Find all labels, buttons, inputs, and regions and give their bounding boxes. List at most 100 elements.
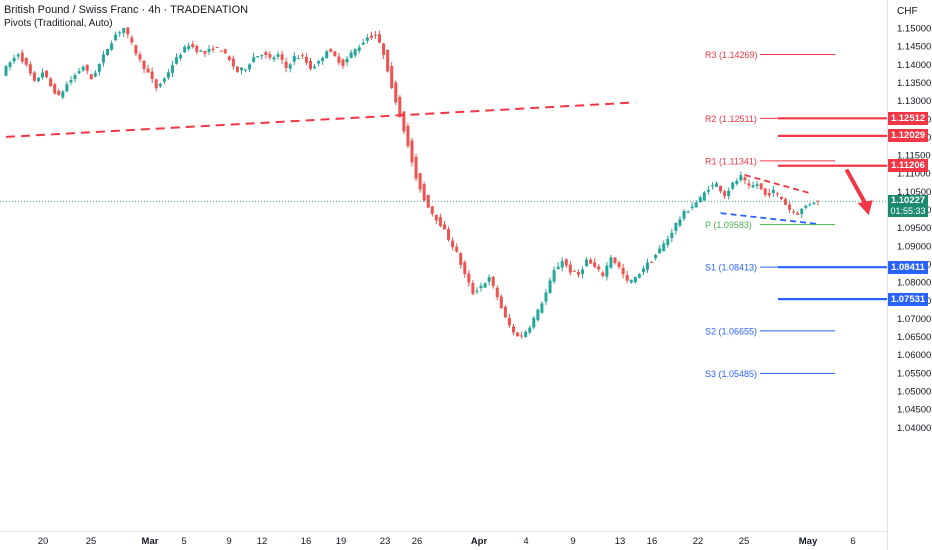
candle-body — [520, 335, 524, 337]
candle-body — [645, 262, 649, 270]
candle-body — [710, 185, 714, 187]
candle-body — [516, 332, 520, 337]
candle-body — [414, 156, 418, 179]
candle-body — [759, 183, 763, 190]
candle-body — [154, 79, 158, 89]
candle-body — [804, 205, 808, 208]
y-tick-label: 1.06000 — [897, 350, 931, 361]
candle-body — [442, 224, 446, 230]
candle-body — [166, 72, 170, 78]
x-tick-label: 4 — [523, 536, 528, 547]
candle-body — [93, 72, 97, 77]
candle-body — [755, 184, 759, 186]
candle-body — [743, 177, 747, 181]
candle-body — [751, 185, 755, 188]
candle-body — [313, 66, 317, 69]
y-tick-label: 1.09500 — [897, 223, 931, 234]
candle-body — [195, 45, 199, 52]
candle-body — [179, 54, 183, 59]
candle-body — [654, 254, 658, 259]
channel-top-line — [744, 174, 811, 195]
candle-body — [227, 56, 231, 60]
candle-body — [106, 48, 109, 55]
candle-body — [771, 189, 775, 193]
candle-body — [471, 283, 475, 294]
candle-body — [122, 28, 126, 33]
candle-body — [552, 270, 556, 282]
candle-body — [219, 50, 223, 52]
candle-body — [451, 240, 455, 248]
y-tick-label: 1.07000 — [897, 314, 931, 325]
candle-body — [706, 189, 710, 192]
candle-body — [808, 204, 812, 206]
candle-body — [321, 57, 325, 61]
candle-body — [670, 232, 674, 238]
candle-body — [369, 35, 373, 38]
candle-body — [65, 84, 69, 92]
candle-body — [85, 64, 89, 71]
candle-body — [637, 274, 641, 278]
candle-body — [674, 223, 678, 231]
candle-body — [479, 285, 483, 288]
candle-body — [792, 211, 796, 213]
candle-body — [284, 61, 288, 68]
candle-body — [183, 46, 187, 53]
chart-title[interactable]: British Pound / Swiss Franc · 4h · TRADE… — [4, 4, 249, 16]
candle-body — [560, 261, 564, 268]
candle-body — [633, 276, 637, 283]
candle-body — [698, 197, 702, 203]
candle-body — [280, 54, 284, 60]
candle-body — [540, 303, 544, 313]
price-axis-separator — [887, 0, 888, 550]
candle-body — [207, 48, 211, 53]
candle-body — [609, 257, 613, 268]
candle-body — [187, 45, 191, 50]
candle-body — [625, 275, 629, 281]
candle-body — [288, 64, 292, 69]
x-tick-label: 26 — [412, 536, 423, 547]
candle-body — [101, 54, 105, 63]
candle-body — [49, 78, 53, 87]
candle-body — [434, 214, 438, 221]
candle-body — [775, 193, 779, 195]
y-tick-label: 1.05500 — [897, 368, 931, 379]
candle-body — [641, 268, 645, 272]
candle-body — [81, 66, 85, 71]
candle-body — [678, 219, 682, 226]
candle-body — [455, 246, 459, 252]
candle-body — [593, 262, 597, 267]
candle-body — [61, 91, 65, 98]
y-tick-label: 1.13000 — [897, 96, 931, 107]
x-tick-label: 16 — [647, 536, 658, 547]
current-price-badge: 1.10227 01:55:33 — [888, 195, 928, 218]
candle-body — [276, 54, 280, 57]
candle-body — [130, 37, 134, 43]
candle-body — [426, 194, 430, 208]
indicator-label[interactable]: Pivots (Traditional, Auto) — [4, 18, 113, 29]
candle-body — [528, 327, 532, 333]
candle-body — [264, 52, 268, 55]
y-tick-label: 1.04000 — [897, 423, 931, 434]
trendline-resistance — [5, 101, 636, 138]
candle-body — [203, 50, 207, 54]
pivot-label: R3 (1.14269) — [705, 50, 758, 60]
candle-body — [146, 68, 150, 73]
y-tick-label: 1.06500 — [897, 332, 931, 343]
candle-body — [548, 280, 552, 294]
x-tick-label: Mar — [142, 536, 159, 547]
forecast-arrow-head — [857, 200, 873, 216]
candle-body — [215, 46, 219, 48]
candle-body — [601, 272, 605, 276]
y-tick-label: 1.09000 — [897, 241, 931, 252]
y-tick-label: 1.04500 — [897, 405, 931, 416]
y-tick-label: 1.10500 — [897, 187, 931, 198]
candle-body — [499, 296, 503, 309]
candle-body — [715, 183, 718, 187]
currency-label: CHF — [897, 6, 918, 17]
candle-body — [463, 262, 467, 275]
candle-body — [365, 37, 369, 41]
candle-body — [386, 49, 390, 72]
y-tick-label: 1.11000 — [897, 169, 931, 180]
